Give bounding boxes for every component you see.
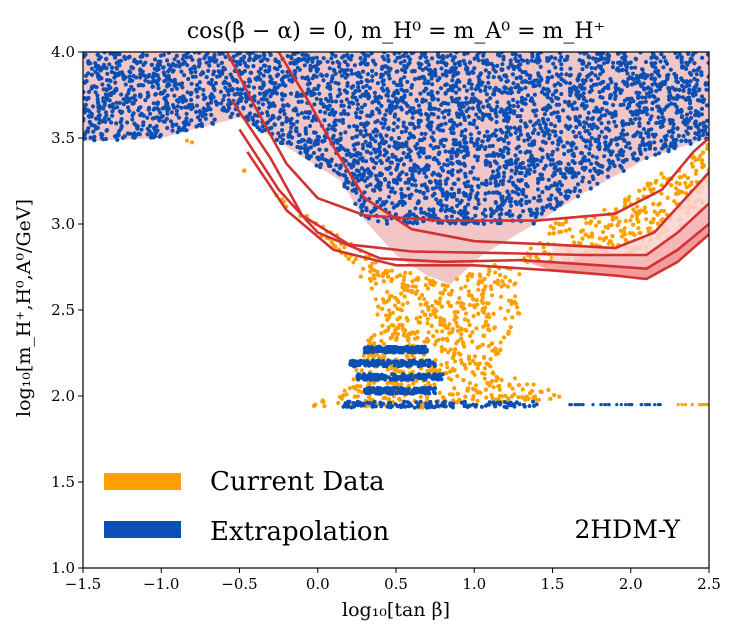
x-tick-label: −0.5 — [221, 575, 257, 593]
legend-label-extrapolation: Extrapolation — [210, 517, 390, 547]
x-tick-label: 0.0 — [306, 575, 330, 593]
extrapolation-bands — [341, 344, 539, 410]
extrapolation-points — [83, 52, 709, 226]
contour-line-5 — [246, 151, 709, 281]
y-axis-label: log₁₀[m_H⁺,H⁰,A⁰/GeV] — [13, 199, 35, 417]
x-tick-label: 1.5 — [541, 575, 565, 593]
model-label: 2HDM-Y — [574, 515, 680, 544]
plot-area — [83, 52, 709, 410]
y-tick-label: 2.5 — [51, 301, 75, 319]
y-tick-label: 3.0 — [51, 215, 75, 233]
x-tick-label: 1.0 — [462, 575, 486, 593]
x-axis: −1.5 −1.0 −0.5 0.0 0.5 1.0 1.5 2.0 2.5 — [65, 568, 721, 593]
contour-line-3 — [230, 99, 709, 257]
y-axis: 1.0 1.5 2.0 2.5 3.0 3.5 4.0 — [51, 43, 83, 577]
x-tick-label: 2.0 — [619, 575, 643, 593]
y-tick-label: 3.5 — [51, 129, 75, 147]
contour-line-1 — [225, 52, 709, 222]
chart-title: cos(β − α) = 0, m_H⁰ = m_A⁰ = m_H⁺ — [187, 19, 605, 44]
y-tick-label: 2.0 — [51, 387, 75, 405]
x-tick-label: −1.0 — [143, 575, 179, 593]
exclusion-contours — [225, 52, 709, 281]
x-tick-label: −1.5 — [65, 575, 101, 593]
y-tick-label: 4.0 — [51, 43, 75, 61]
y-tick-label: 1.0 — [51, 559, 75, 577]
sparse-tail-points — [568, 403, 709, 407]
legend-swatch-extrapolation — [104, 521, 181, 538]
x-tick-label: 0.5 — [384, 575, 408, 593]
contour-line-4 — [238, 128, 709, 270]
legend: Current Data Extrapolation — [104, 467, 390, 547]
legend-swatch-current-data — [104, 473, 181, 490]
legend-label-current-data: Current Data — [210, 467, 385, 497]
contour-line-2 — [277, 52, 709, 250]
x-tick-label: 2.5 — [697, 575, 721, 593]
x-axis-label: log₁₀[tan β] — [342, 599, 450, 621]
y-tick-label: 1.5 — [51, 473, 75, 491]
